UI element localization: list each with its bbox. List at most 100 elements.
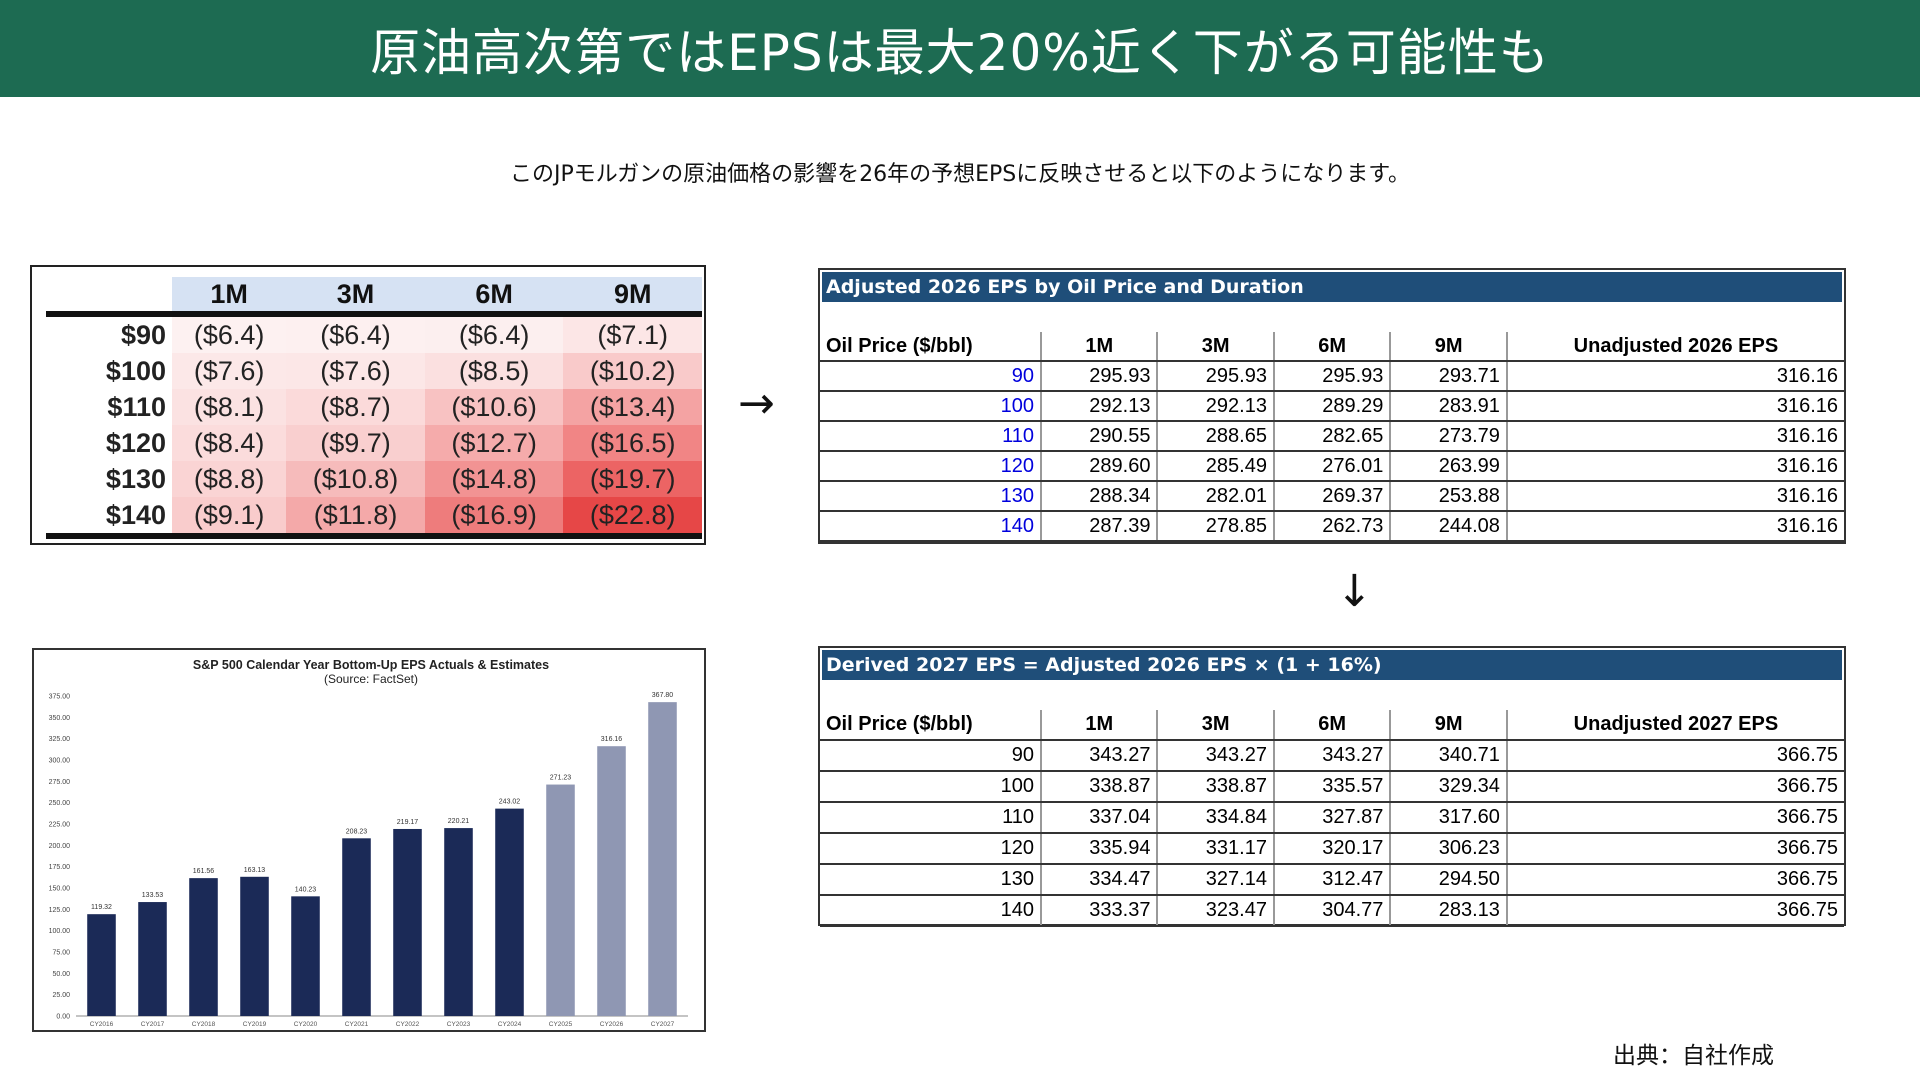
eps-value-cell: 290.55 [1041, 421, 1159, 452]
sensitivity-cell: ($8.8) [172, 461, 287, 497]
eps-value-cell: 316.16 [1506, 391, 1844, 422]
sensitivity-cell: ($14.8) [424, 461, 564, 497]
column-header: Oil Price ($/bbl) [820, 710, 1042, 741]
eps-value-cell: 292.13 [1041, 391, 1159, 422]
eps-value-cell: 366.75 [1506, 740, 1844, 772]
x-tick-label: CY2016 [90, 1021, 114, 1028]
eps-value-cell: 316.16 [1506, 361, 1844, 392]
table-row: 120 335.94 331.17 320.17 306.23 366.75 [820, 833, 1844, 865]
y-tick-label: 200.00 [49, 843, 71, 850]
adjusted-2026-eps-table-panel: Adjusted 2026 EPS by Oil Price and Durat… [818, 268, 1846, 544]
sensitivity-row-label: $90 [46, 314, 172, 353]
eps-value-cell: 295.93 [1157, 361, 1275, 392]
eps-value-cell: 278.85 [1157, 511, 1275, 542]
eps-value-cell: 334.84 [1157, 802, 1275, 834]
eps-value-cell: 287.39 [1041, 511, 1159, 542]
title-bar: 原油高次第ではEPSは最大20%近く下がる可能性も [0, 0, 1920, 97]
column-header: 1M [1041, 332, 1159, 362]
oil-price-cell: 90 [820, 740, 1042, 772]
sensitivity-cell: ($10.2) [563, 353, 702, 389]
eps-value-cell: 269.37 [1273, 481, 1392, 512]
adjusted-2026-eps-table: Oil Price ($/bbl) 1M 3M 6M 9M Unadjusted 2026… [820, 332, 1844, 542]
bar-value-label: 119.32 [91, 904, 112, 911]
sensitivity-cell: ($16.9) [424, 497, 564, 539]
eps-value-cell: 327.14 [1157, 864, 1275, 896]
eps-value-cell: 329.34 [1390, 771, 1508, 803]
derived-2027-eps-table: Oil Price ($/bbl) 1M 3M 6M 9M Unadjusted 2027… [820, 710, 1844, 927]
bar-value-label: 243.02 [499, 799, 521, 806]
eps-value-cell: 289.29 [1273, 391, 1392, 422]
chart-subtitle: (Source: FactSet) [324, 672, 418, 686]
table-header-row: Oil Price ($/bbl) 1M 3M 6M 9M Unadjusted 2026… [820, 332, 1844, 362]
sensitivity-cell: ($8.1) [172, 389, 287, 425]
column-header: 3M [1157, 710, 1275, 741]
eps-value-cell: 283.91 [1390, 391, 1508, 422]
x-tick-label: CY2018 [192, 1021, 216, 1028]
y-tick-label: 225.00 [49, 822, 71, 829]
oil-sensitivity-table: 1M 3M 6M 9M $90 ($6.4) ($6.4) ($6.4) ($7.1) $… [46, 277, 702, 539]
y-tick-label: 150.00 [49, 886, 71, 893]
sensitivity-row-label: $100 [46, 353, 172, 389]
eps-value-cell: 285.49 [1157, 451, 1275, 482]
table-row: 120 289.60 285.49 276.01 263.99 316.16 [820, 451, 1844, 482]
y-tick-label: 125.00 [49, 907, 71, 914]
oil-price-cell: 120 [820, 451, 1042, 482]
sensitivity-row-label: $110 [46, 389, 172, 425]
eps-value-cell: 283.13 [1390, 895, 1508, 927]
sensitivity-row: $140 ($9.1) ($11.8) ($16.9) ($22.8) [46, 497, 702, 539]
eps-value-cell: 306.23 [1390, 833, 1508, 865]
sensitivity-row-label: $130 [46, 461, 172, 497]
column-header: 1M [1041, 710, 1159, 741]
chart-bar [393, 828, 422, 1016]
arrow-right-icon: → [738, 378, 775, 429]
table-row: 110 337.04 334.84 327.87 317.60 366.75 [820, 802, 1844, 834]
oil-price-cell: 130 [820, 864, 1042, 896]
eps-value-cell: 340.71 [1390, 740, 1508, 772]
sensitivity-cell: ($8.5) [424, 353, 564, 389]
bar-value-label: 271.23 [550, 775, 572, 782]
oil-sensitivity-table-panel: 1M 3M 6M 9M $90 ($6.4) ($6.4) ($6.4) ($7.1) $… [30, 265, 706, 545]
eps-value-cell: 366.75 [1506, 802, 1844, 834]
x-tick-label: CY2019 [243, 1021, 267, 1028]
sensitivity-cell: ($8.4) [172, 425, 287, 461]
eps-value-cell: 316.16 [1506, 421, 1844, 452]
eps-value-cell: 334.47 [1041, 864, 1159, 896]
table-row: 140 287.39 278.85 262.73 244.08 316.16 [820, 511, 1844, 542]
eps-value-cell: 335.94 [1041, 833, 1159, 865]
table-row: 130 288.34 282.01 269.37 253.88 316.16 [820, 481, 1844, 512]
sensitivity-col-header: 9M [563, 277, 702, 317]
derived-2027-eps-header: Derived 2027 EPS = Adjusted 2026 EPS × (… [822, 650, 1842, 680]
sensitivity-row-label: $120 [46, 425, 172, 461]
column-header: 9M [1390, 332, 1508, 362]
y-tick-label: 375.00 [49, 694, 71, 701]
sensitivity-col-header: 3M [286, 277, 425, 317]
table-row: 140 333.37 323.47 304.77 283.13 366.75 [820, 895, 1844, 927]
sensitivity-cell: ($6.4) [286, 314, 425, 353]
chart-bar [240, 876, 269, 1016]
bar-value-label: 133.53 [142, 892, 164, 899]
oil-price-cell: 140 [820, 511, 1042, 542]
oil-price-cell: 100 [820, 391, 1042, 422]
table-row: 100 338.87 338.87 335.57 329.34 366.75 [820, 771, 1844, 803]
sensitivity-cell: ($13.4) [563, 389, 702, 425]
eps-value-cell: 316.16 [1506, 481, 1844, 512]
sensitivity-cell: ($10.8) [286, 461, 425, 497]
sensitivity-cell: ($7.6) [286, 353, 425, 389]
eps-value-cell: 292.13 [1157, 391, 1275, 422]
sensitivity-col-header: 6M [424, 277, 564, 317]
x-tick-label: CY2021 [345, 1021, 369, 1028]
y-tick-label: 175.00 [49, 864, 71, 871]
x-tick-label: CY2022 [396, 1021, 420, 1028]
chart-bar [648, 702, 677, 1016]
chart-bar [138, 902, 167, 1016]
column-header: Oil Price ($/bbl) [820, 332, 1042, 362]
y-tick-label: 0.00 [56, 1014, 70, 1021]
eps-bar-chart: S&P 500 Calendar Year Bottom-Up EPS Actu… [49, 658, 688, 1028]
x-tick-label: CY2027 [651, 1021, 675, 1028]
y-tick-label: 75.00 [52, 950, 70, 957]
adjusted-2026-eps-header: Adjusted 2026 EPS by Oil Price and Durat… [822, 272, 1842, 302]
y-tick-label: 250.00 [49, 800, 71, 807]
sensitivity-cell: ($22.8) [563, 497, 702, 539]
oil-price-cell: 90 [820, 361, 1042, 392]
eps-value-cell: 288.65 [1157, 421, 1275, 452]
